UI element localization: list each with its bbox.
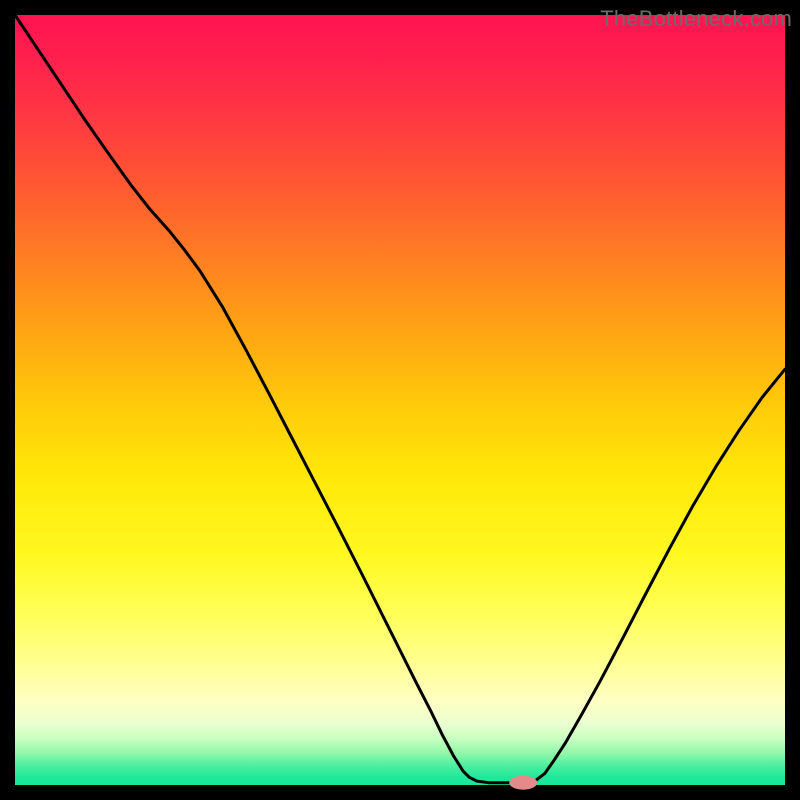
- optimal-point-marker: [509, 776, 537, 790]
- gradient-background: [15, 15, 785, 785]
- chart-svg: [0, 0, 800, 800]
- watermark-label: TheBottleneck.com: [600, 6, 792, 32]
- chart-container: TheBottleneck.com: [0, 0, 800, 800]
